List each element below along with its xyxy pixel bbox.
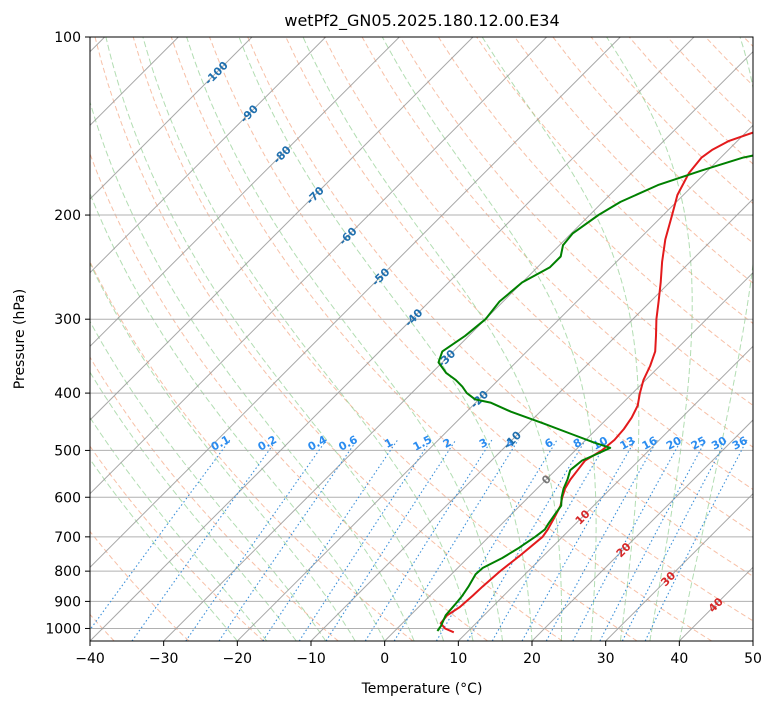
y-tick-label: 800 xyxy=(54,564,81,580)
moist-adiabat-line xyxy=(481,37,640,641)
moist-adiabat-line xyxy=(238,37,533,641)
y-tick-label: 500 xyxy=(54,443,81,459)
moist-adiabat-line xyxy=(90,262,356,641)
mixing-ratio-line xyxy=(521,439,636,641)
dry-adiabat-line xyxy=(247,37,753,577)
mixing-ratio-label: 13 xyxy=(618,434,638,453)
dry-adiabat-line xyxy=(209,37,753,622)
dry-adiabat-line xyxy=(90,445,264,641)
dry-adiabat-line xyxy=(94,37,563,641)
mixing-ratio-line xyxy=(218,439,358,641)
temperature-profile-line xyxy=(439,131,753,634)
dry-adiabat-line xyxy=(514,37,753,284)
isotherm-line xyxy=(384,271,753,641)
isotherm-line xyxy=(163,50,753,641)
moist-adiabats xyxy=(90,37,753,641)
x-tick-label: 50 xyxy=(744,651,762,667)
mixing-ratio-line xyxy=(364,439,493,641)
y-tick-label: 900 xyxy=(54,594,81,610)
moist-adiabat-line xyxy=(90,458,238,641)
y-axis-label: Pressure (hPa) xyxy=(12,289,28,389)
y-axis: 1000 900 800 700 600 500 400 300 200 100 xyxy=(45,30,90,637)
x-tick-label: −10 xyxy=(296,651,326,667)
isotherm-line xyxy=(90,37,474,421)
isotherm-line xyxy=(457,345,753,641)
dewpoint-profile-line xyxy=(436,154,753,632)
x-tick-label: −40 xyxy=(75,651,105,667)
y-tick-label: 100 xyxy=(54,30,81,46)
mixing-ratio-line xyxy=(262,439,399,641)
moist-adiabat-line xyxy=(606,37,693,641)
x-tick-label: 30 xyxy=(597,651,615,667)
y-tick-label: 1000 xyxy=(45,621,81,637)
isotherm-line xyxy=(90,37,327,274)
mixing-ratio-label: 36 xyxy=(730,434,750,453)
mixing-ratio-line xyxy=(185,439,327,641)
dry-adiabat-line xyxy=(132,37,638,641)
isotherm-line xyxy=(310,198,753,641)
mixing-ratio-line xyxy=(545,439,658,641)
mixing-ratio-line xyxy=(298,439,432,641)
isotherm-line xyxy=(90,37,621,569)
mixing-ratio-label: 25 xyxy=(689,434,709,453)
mixing-ratio-line xyxy=(491,439,609,641)
x-tick-label: −30 xyxy=(149,651,179,667)
chart-title: wetPf2_GN05.2025.180.12.00.E34 xyxy=(284,11,559,31)
mixing-ratio-line xyxy=(325,439,457,641)
moist-adiabat-line xyxy=(302,37,563,641)
isotherm-line xyxy=(531,419,753,641)
mixing-ratio-lines xyxy=(90,439,748,641)
x-tick-label: 20 xyxy=(523,651,541,667)
mixing-ratio-line xyxy=(90,439,231,631)
dry-adiabat-line xyxy=(437,37,753,365)
y-tick-label: 300 xyxy=(54,312,81,328)
moist-adiabat-line xyxy=(90,416,268,641)
isotherm-line xyxy=(90,37,695,641)
moist-adiabat-line xyxy=(90,371,297,641)
mixing-ratio-line xyxy=(393,439,519,641)
isotherm-line xyxy=(90,37,548,495)
y-tick-label: 400 xyxy=(54,386,81,402)
isotherm-line xyxy=(90,37,400,348)
dry-adiabat-line xyxy=(90,152,488,641)
x-axis-label: Temperature (°C) xyxy=(361,681,483,697)
moist-adiabat-line xyxy=(678,37,753,641)
mixing-ratio-line xyxy=(467,439,586,641)
mixing-ratio-label: 30 xyxy=(709,434,729,453)
x-tick-label: 40 xyxy=(670,651,688,667)
mixing-ratio-label: 16 xyxy=(640,434,660,453)
isotherm-line xyxy=(605,492,753,641)
y-tick-label: 200 xyxy=(54,208,81,224)
moist-adiabat-line xyxy=(105,37,445,641)
dry-adiabat-line xyxy=(323,37,753,491)
x-axis: −40 −30 −20 −10 0 10 20 30 40 50 xyxy=(75,641,762,667)
dry-adiabat-line xyxy=(399,37,753,407)
mixing-ratio-label: 20 xyxy=(664,434,684,453)
mixing-ratio-line xyxy=(435,439,558,641)
x-tick-label: 10 xyxy=(449,651,467,667)
moist-adiabat-line xyxy=(142,37,474,641)
x-tick-label: 0 xyxy=(380,651,389,667)
y-tick-label: 700 xyxy=(54,530,81,546)
x-tick-label: −20 xyxy=(223,651,253,667)
dry-adiabat-line xyxy=(170,37,712,641)
moist-adiabat-line xyxy=(90,192,386,641)
y-tick-label: 600 xyxy=(54,490,81,506)
plot-frame xyxy=(89,36,754,642)
moist-adiabat-line xyxy=(381,37,597,641)
mixing-ratio-line xyxy=(644,439,748,641)
isotherm-line xyxy=(90,37,253,200)
profiles xyxy=(436,131,753,634)
dry-adiabat-line xyxy=(90,356,339,641)
isotherms xyxy=(90,37,753,641)
dry-adiabat-line xyxy=(90,530,190,641)
